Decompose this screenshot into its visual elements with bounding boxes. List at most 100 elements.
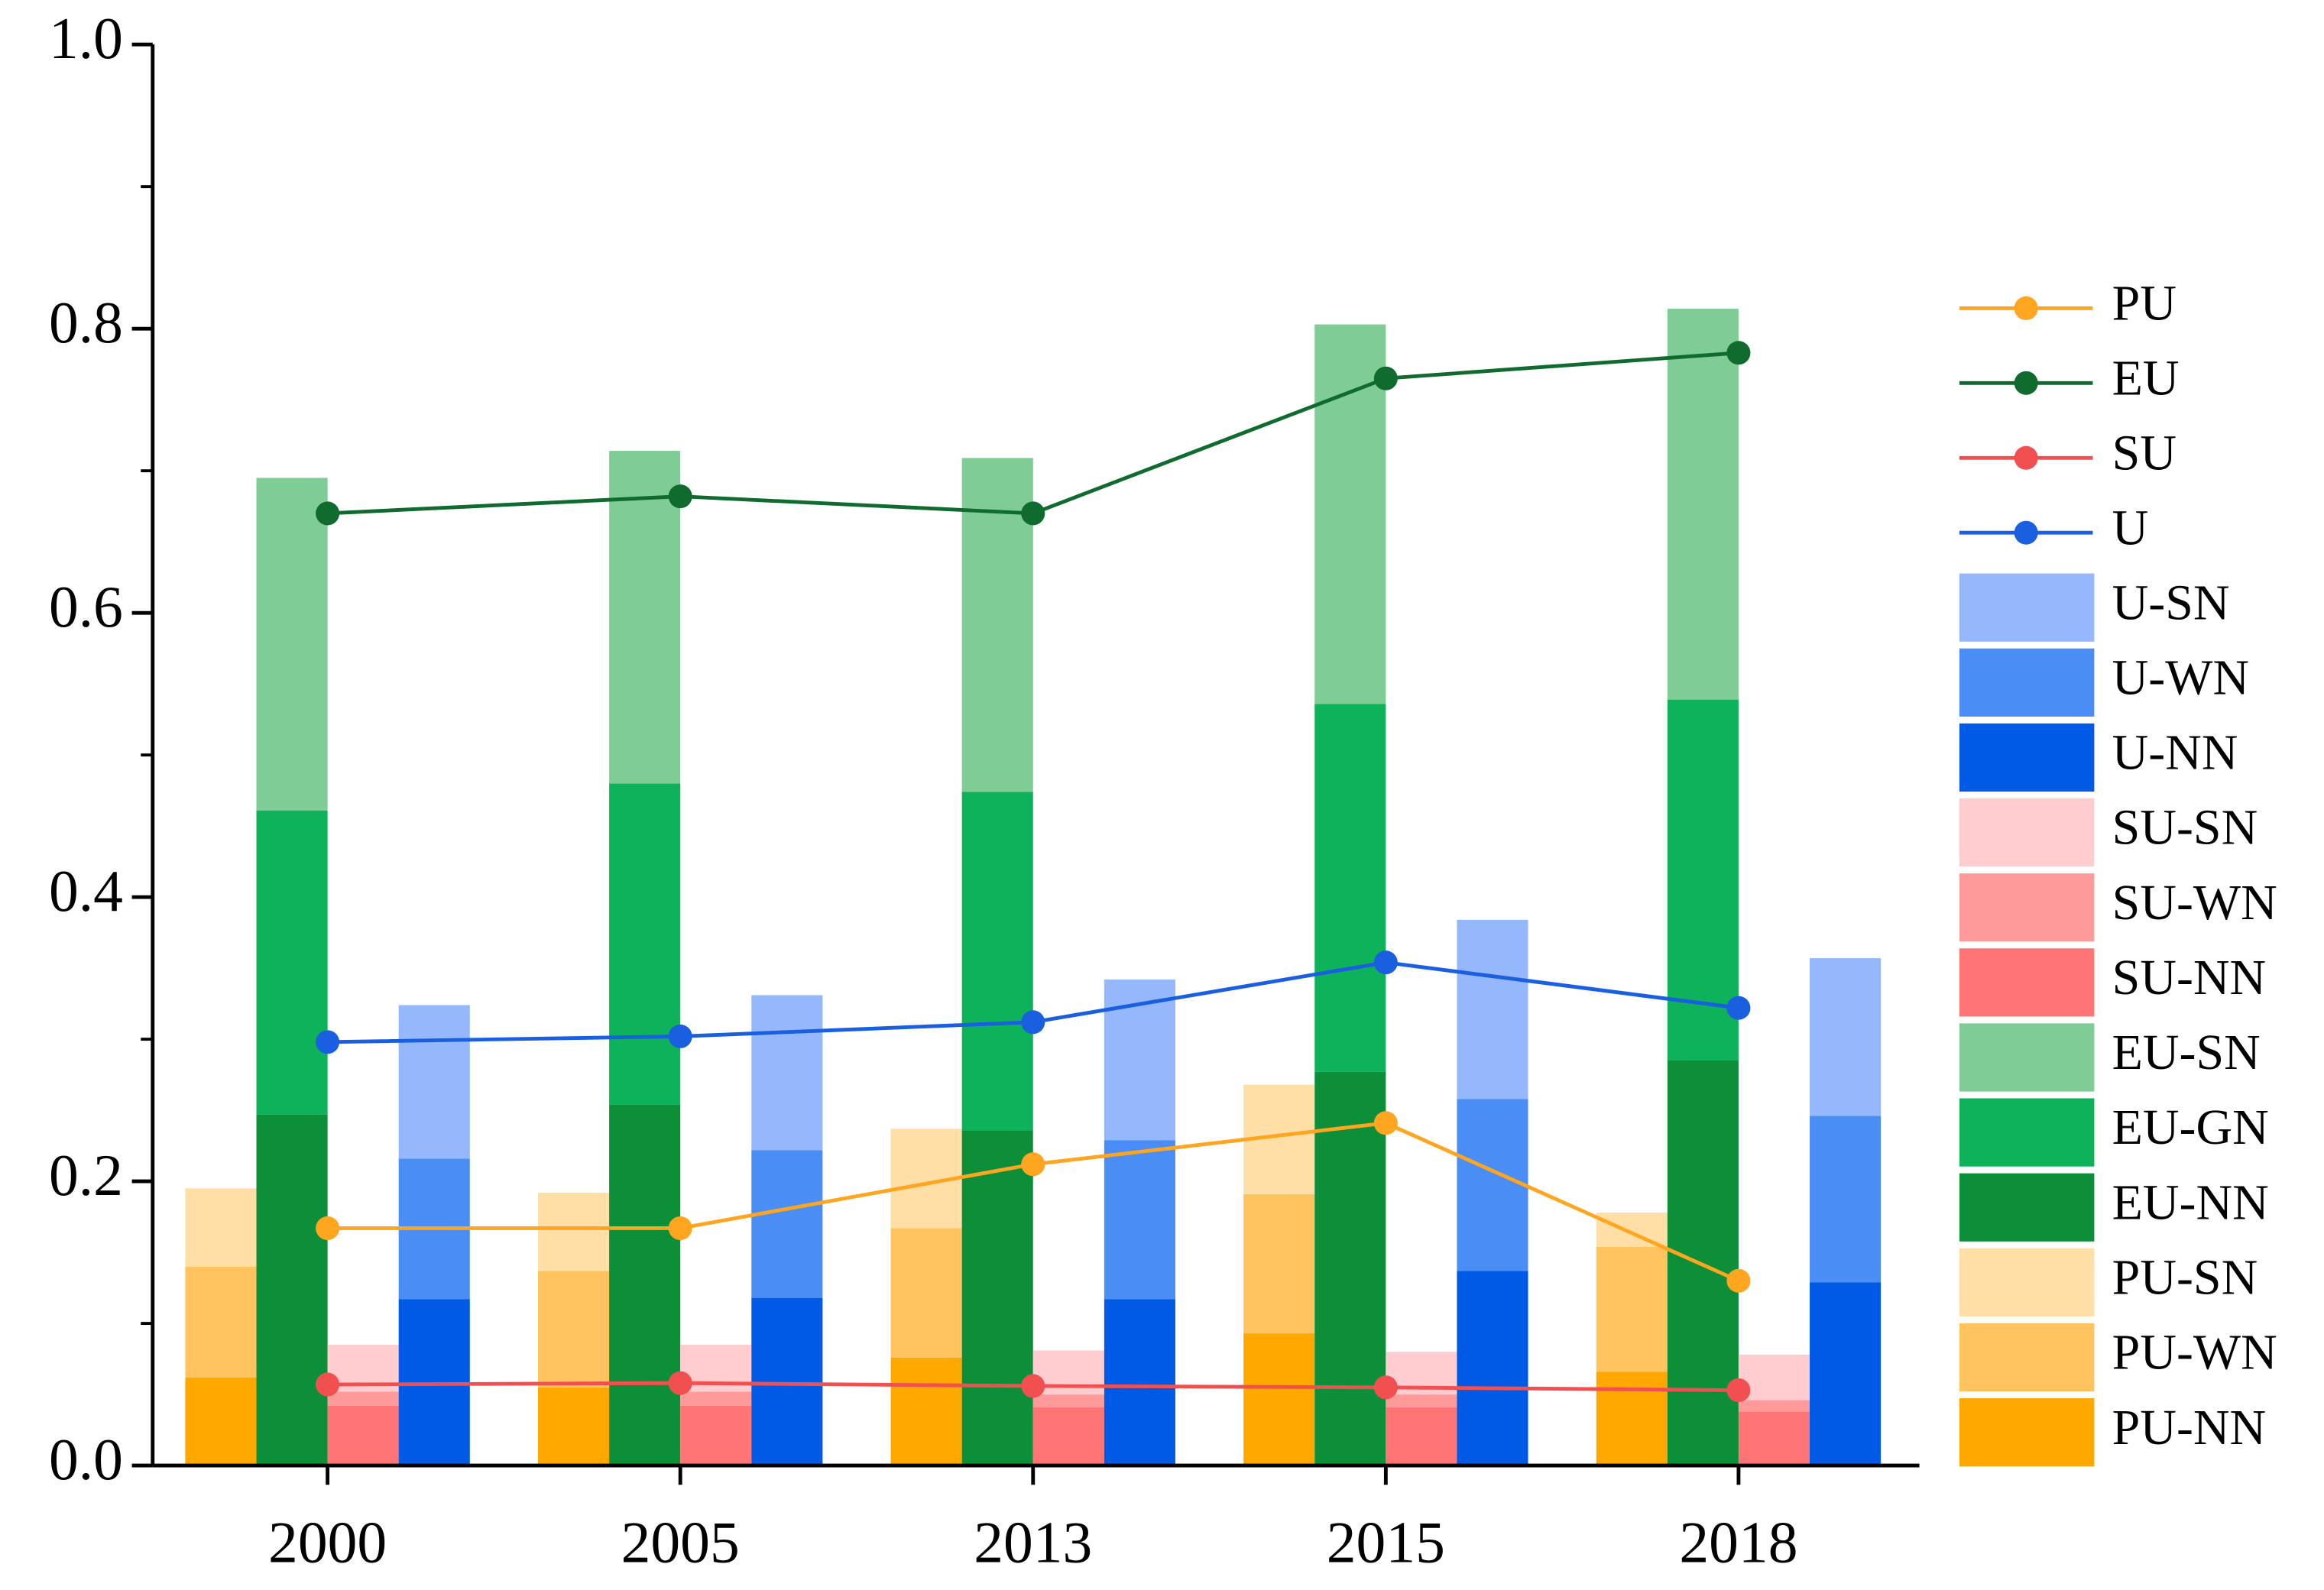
line-point xyxy=(668,1371,692,1395)
bar-segment xyxy=(185,1188,257,1267)
legend-label: EU-GN xyxy=(2112,1099,2269,1155)
bar-segment xyxy=(1596,1371,1668,1466)
bar-segment xyxy=(1104,1299,1175,1466)
bar-segment xyxy=(961,458,1033,792)
legend-marker xyxy=(2014,520,2038,545)
x-tick-label: 2005 xyxy=(621,1509,740,1575)
bar-segment xyxy=(609,1104,681,1466)
bar-segment xyxy=(538,1192,610,1271)
line-point xyxy=(668,1216,692,1240)
legend-swatch xyxy=(1959,798,2095,867)
bar-segment xyxy=(1667,309,1739,700)
line-point xyxy=(316,1030,340,1054)
legend-swatch xyxy=(1959,1248,2095,1316)
legend-marker xyxy=(2014,296,2038,320)
legend-label: SU xyxy=(2112,425,2177,481)
x-tick-label: 2018 xyxy=(1679,1509,1797,1575)
bar-segment xyxy=(1738,1355,1810,1401)
bar-segment xyxy=(1810,1282,1882,1466)
bar-segment xyxy=(327,1405,399,1466)
line-point xyxy=(1021,1152,1045,1177)
legend-swatch xyxy=(1959,573,2095,642)
bar-segment xyxy=(751,995,823,1151)
bar-segment xyxy=(1032,1394,1104,1407)
bar-segment xyxy=(538,1387,610,1466)
bar-segment xyxy=(680,1391,752,1406)
line-point xyxy=(1726,996,1751,1020)
bar-segment xyxy=(256,1114,328,1466)
y-tick-label: 1.0 xyxy=(49,5,123,71)
bar-segment xyxy=(680,1405,752,1466)
legend-label: PU-NN xyxy=(2112,1400,2266,1456)
bar-segment xyxy=(1243,1193,1315,1334)
line-point xyxy=(668,1024,692,1048)
bar-segment xyxy=(1243,1333,1315,1466)
bar-segment xyxy=(890,1357,962,1466)
bar-segment xyxy=(1314,1071,1386,1466)
x-tick-label: 2015 xyxy=(1327,1509,1445,1575)
line-point xyxy=(1726,1378,1751,1403)
legend-swatch xyxy=(1959,948,2095,1017)
legend-marker xyxy=(2014,371,2038,395)
legend-swatch xyxy=(1959,648,2095,717)
legend-label: U-NN xyxy=(2112,725,2238,781)
bar-segment xyxy=(538,1271,610,1388)
legend-label: U xyxy=(2112,500,2149,555)
bar-segment xyxy=(1457,1271,1528,1466)
bar-segment xyxy=(256,478,328,811)
bar-segment xyxy=(1596,1213,1668,1247)
bar-segment xyxy=(398,1005,470,1159)
bar-segment xyxy=(1314,324,1386,704)
bar-segment xyxy=(1457,1099,1528,1271)
bar-segment xyxy=(1738,1411,1810,1466)
y-tick-label: 0.4 xyxy=(49,858,123,924)
legend-swatch xyxy=(1959,1023,2095,1092)
line-point xyxy=(1373,366,1398,390)
legend-label: SU-SN xyxy=(2112,800,2258,856)
legend-label: SU-NN xyxy=(2112,950,2266,1005)
bar-segment xyxy=(1386,1394,1457,1407)
legend-label: EU-NN xyxy=(2112,1174,2269,1230)
x-tick-label: 2000 xyxy=(268,1509,387,1575)
legend-swatch xyxy=(1959,1323,2095,1392)
bar-segment xyxy=(1104,1140,1175,1300)
line-point xyxy=(316,1372,340,1397)
line-point xyxy=(1021,1010,1045,1035)
bar-segment xyxy=(1314,704,1386,1072)
legend-label: EU xyxy=(2112,350,2180,406)
legend-marker xyxy=(2014,445,2038,470)
line-point xyxy=(668,484,692,509)
line-point xyxy=(316,501,340,526)
bar-segment xyxy=(751,1150,823,1298)
bar-segment xyxy=(890,1228,962,1358)
bar-segment xyxy=(1810,1116,1882,1283)
legend-label: PU-SN xyxy=(2112,1250,2258,1306)
bar-segment xyxy=(1032,1407,1104,1466)
legend-label: U-SN xyxy=(2112,575,2230,630)
bar-segment xyxy=(1810,958,1882,1116)
bar-segment xyxy=(961,1130,1033,1466)
y-tick-label: 0.8 xyxy=(49,290,123,355)
bar-segment xyxy=(609,783,681,1105)
bar-segment xyxy=(1386,1407,1457,1466)
line-point xyxy=(1726,341,1751,365)
legend-label: SU-WN xyxy=(2112,875,2277,931)
line-point xyxy=(1373,1375,1398,1400)
bar-segment xyxy=(1596,1246,1668,1372)
legend-label: PU xyxy=(2112,276,2177,332)
legend-swatch xyxy=(1959,723,2095,792)
bar-segment xyxy=(256,810,328,1115)
bar-segment xyxy=(1738,1400,1810,1412)
legend-swatch xyxy=(1959,1098,2095,1167)
y-tick-label: 0.2 xyxy=(49,1142,123,1208)
line-point xyxy=(1373,1111,1398,1135)
legend-swatch xyxy=(1959,1398,2095,1467)
line-point xyxy=(1726,1268,1751,1293)
bar-segment xyxy=(185,1266,257,1378)
bar-segment xyxy=(609,451,681,784)
y-tick-label: 0.0 xyxy=(49,1426,123,1492)
bar-segment xyxy=(1457,919,1528,1099)
bar-segment xyxy=(751,1297,823,1466)
line-point xyxy=(1021,1374,1045,1398)
